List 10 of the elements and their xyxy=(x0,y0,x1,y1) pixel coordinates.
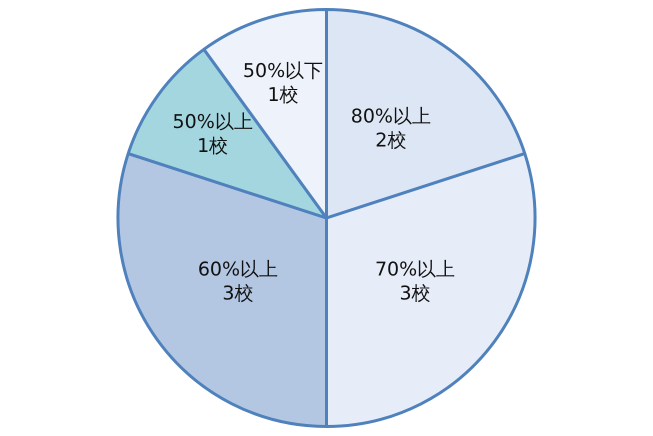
data-label: 3校 xyxy=(222,282,254,304)
data-label: 3校 xyxy=(400,282,431,304)
data-label: 1校 xyxy=(267,84,299,106)
data-label: 1校 xyxy=(197,135,228,158)
data-label: 2校 xyxy=(375,129,406,152)
slice-label: 60%以上 xyxy=(198,258,278,280)
slice-label: 70%以上 xyxy=(374,258,456,280)
slice-label: 80%以上 xyxy=(350,105,431,128)
slice-label: 50%以上 xyxy=(172,111,253,134)
slice-label: 50%以下 xyxy=(242,60,324,82)
